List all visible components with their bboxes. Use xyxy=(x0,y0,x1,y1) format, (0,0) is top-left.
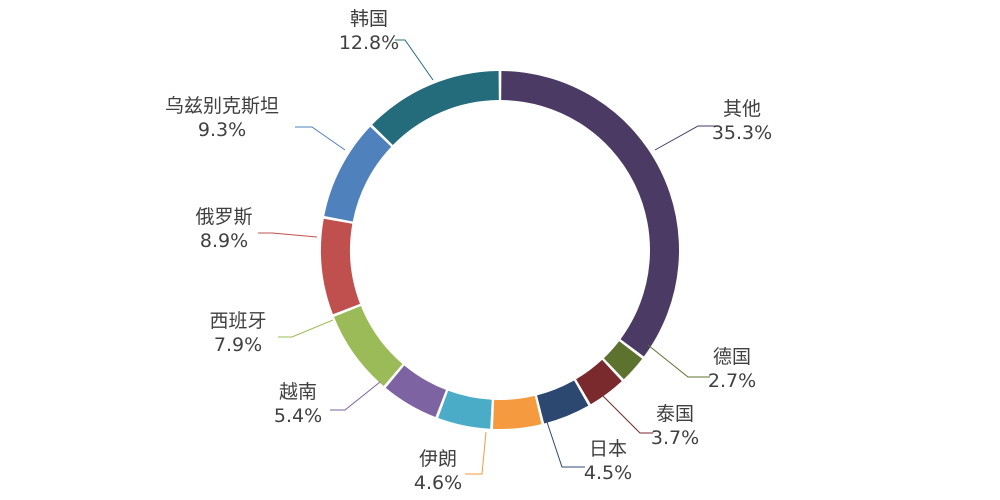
slice-value-label-1: 2.7% xyxy=(708,370,756,392)
slice-value-label-7: 7.9% xyxy=(214,334,262,356)
slice-value-label-3: 4.5% xyxy=(584,462,632,484)
slice-label-0: 其他 xyxy=(723,98,761,120)
donut-slice-6 xyxy=(385,365,446,417)
slice-label-10: 韩国 xyxy=(350,8,388,30)
leader-line-2 xyxy=(601,394,653,434)
leader-line-1 xyxy=(647,344,710,378)
leader-line-3 xyxy=(546,421,585,468)
leader-line-7 xyxy=(278,319,334,338)
slice-label-3: 日本 xyxy=(589,438,627,460)
slice-value-label-8: 8.9% xyxy=(200,230,248,252)
donut-slice-1 xyxy=(603,341,643,380)
donut-slice-8 xyxy=(321,218,360,315)
slice-label-4: 伊朗 xyxy=(419,448,457,470)
slice-label-9: 乌兹别克斯坦 xyxy=(165,95,279,117)
leader-line-0 xyxy=(654,125,718,151)
leader-line-4 xyxy=(465,431,487,475)
donut-slice-7 xyxy=(333,306,403,387)
slice-value-label-10: 12.8% xyxy=(339,32,399,54)
donut-slice-5 xyxy=(438,390,492,429)
slice-value-label-4: 4.6% xyxy=(414,472,462,494)
donut-slice-4 xyxy=(492,395,542,429)
slice-label-1: 德国 xyxy=(713,346,751,368)
leader-line-9 xyxy=(295,126,346,151)
donut-slice-0 xyxy=(501,71,679,357)
slice-label-2: 泰国 xyxy=(656,403,694,425)
leader-line-10 xyxy=(395,39,434,81)
slice-value-label-6: 5.4% xyxy=(274,405,322,427)
slice-label-6: 越南 xyxy=(279,381,317,403)
slice-label-8: 俄罗斯 xyxy=(195,206,252,228)
slice-value-label-2: 3.7% xyxy=(651,427,699,449)
donut-slice-2 xyxy=(576,359,622,405)
donut-slice-9 xyxy=(324,126,392,222)
donut-slice-10 xyxy=(372,71,499,146)
slice-label-7: 西班牙 xyxy=(209,310,266,332)
slice-value-label-9: 9.3% xyxy=(198,119,246,141)
leader-line-6 xyxy=(330,381,381,411)
donut-slice-3 xyxy=(537,380,589,424)
slice-value-label-0: 35.3% xyxy=(712,122,772,144)
leader-line-8 xyxy=(258,232,318,238)
